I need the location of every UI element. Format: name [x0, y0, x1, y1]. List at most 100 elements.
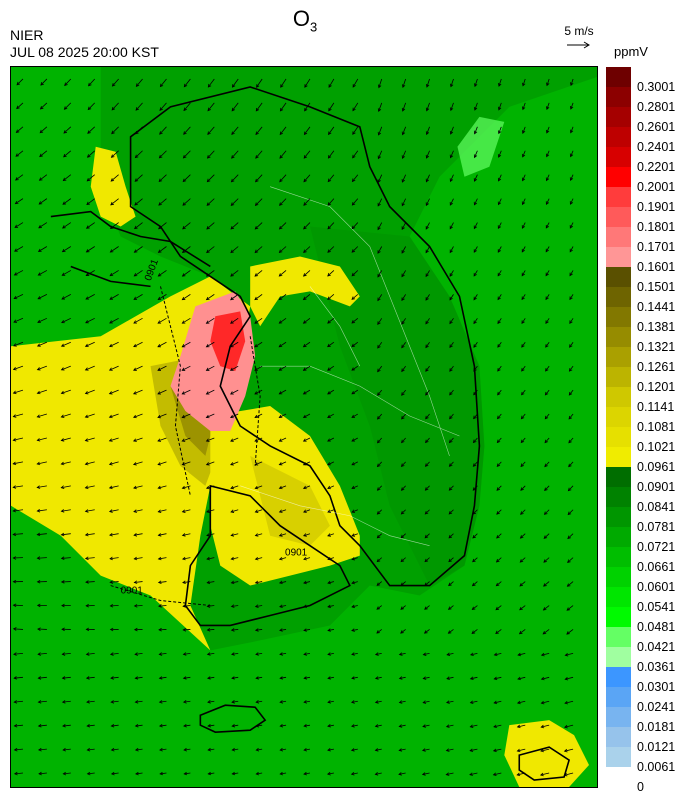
wind-arrow: [496, 581, 502, 587]
wind-arrowhead: [377, 179, 381, 184]
wind-arrow: [85, 413, 95, 418]
wind-arrow: [110, 198, 119, 206]
wind-arrow: [498, 150, 502, 158]
wind-arrow: [450, 78, 454, 87]
wind-arrowhead: [493, 724, 497, 729]
wind-arrow: [472, 509, 478, 515]
wind-arrow: [544, 437, 550, 443]
colorbar: [606, 67, 631, 767]
wind-arrow: [279, 413, 287, 418]
wind-arrow: [109, 389, 119, 395]
wind-arrow: [450, 174, 454, 182]
wind-arrowhead: [374, 724, 379, 728]
wind-arrowhead: [569, 320, 573, 324]
wind-arrow: [472, 557, 478, 563]
wind-arrowhead: [564, 652, 569, 657]
wind-arrowhead: [398, 652, 403, 656]
wind-arrowhead: [12, 532, 17, 537]
wind-arrowhead: [61, 319, 65, 324]
wind-arrowhead: [111, 130, 115, 135]
wind-arrow: [517, 724, 526, 728]
wind-arrow: [496, 509, 502, 515]
wind-arrowhead: [37, 724, 42, 728]
wind-arrow: [14, 294, 24, 299]
colorbar-swatch: [606, 147, 631, 168]
ozone-map: 0901 0901 0901: [10, 66, 598, 788]
wind-arrowhead: [280, 84, 284, 88]
wind-arrowhead: [545, 248, 549, 253]
wind-arrowhead: [568, 463, 572, 468]
wind-arrowhead: [398, 748, 403, 752]
wind-arrow: [158, 485, 167, 489]
wind-arrow: [498, 126, 502, 134]
wind-arrowhead: [254, 367, 258, 371]
wind-arrowhead: [544, 439, 549, 444]
colorbar-tick-label: 0.0541: [637, 600, 676, 614]
wind-arrowhead: [540, 700, 545, 705]
wind-arrow: [519, 605, 526, 611]
wind-arrow: [135, 652, 143, 655]
wind-arrowhead: [231, 155, 235, 159]
wind-arrow: [207, 102, 215, 111]
colorbar-tick-label: 0.1321: [637, 340, 676, 354]
wind-arrow: [157, 461, 167, 465]
wind-arrowhead: [60, 532, 65, 537]
wind-arrowhead: [327, 747, 331, 752]
wind-arrowhead: [37, 248, 42, 252]
wind-arrowhead: [545, 201, 550, 205]
wind-arrow: [327, 461, 335, 466]
wind-arrowhead: [182, 604, 187, 608]
wind-arrow: [303, 629, 311, 631]
wind-arrowhead: [425, 415, 429, 420]
wind-arrowhead: [12, 414, 17, 418]
wind-arrow: [449, 485, 454, 491]
wind-arrow: [424, 557, 430, 562]
wind-arrow: [377, 150, 383, 159]
wind-arrow: [377, 222, 383, 230]
wind-arrow: [303, 222, 311, 230]
wind-arrowhead: [304, 107, 308, 112]
wind-arrow: [401, 270, 406, 277]
wind-arrow: [231, 557, 239, 560]
wind-arrowhead: [38, 224, 42, 229]
wind-arrow: [182, 389, 191, 395]
wind-arrowhead: [303, 155, 308, 159]
wind-arrow: [87, 102, 96, 110]
wind-arrowhead: [328, 84, 332, 88]
colorbar-tick-label: 0.0601: [637, 580, 676, 594]
wind-arrowhead: [182, 700, 187, 704]
wind-arrow: [61, 389, 71, 394]
wind-arrowhead: [545, 320, 549, 324]
wind-arrowhead: [540, 676, 545, 681]
wind-arrowhead: [422, 724, 426, 728]
wind-arrowhead: [497, 320, 501, 325]
wind-arrowhead: [569, 105, 574, 110]
wind-arrow: [327, 437, 335, 442]
wind-arrowhead: [205, 462, 210, 466]
wind-arrow: [471, 629, 478, 634]
wind-arrow: [401, 509, 406, 515]
wind-arrowhead: [278, 343, 283, 348]
wind-arrowhead: [447, 606, 452, 610]
northwest-coastline: [50, 210, 211, 288]
wind-arrowhead: [206, 556, 211, 561]
wind-arrowhead: [278, 414, 283, 419]
wind-arrow: [109, 437, 119, 442]
colorbar-swatch: [606, 547, 631, 568]
wind-arrowhead: [351, 580, 356, 585]
wind-arrow: [377, 389, 383, 396]
wind-arrowhead: [108, 485, 113, 490]
wind-arrow: [255, 581, 263, 584]
wind-arrowhead: [545, 272, 549, 277]
colorbar-swatch: [606, 247, 631, 268]
wind-arrow: [279, 629, 287, 631]
wind-arrowhead: [110, 747, 115, 752]
wind-arrow: [13, 413, 24, 418]
wind-arrow: [304, 700, 311, 703]
wind-arrow: [496, 533, 502, 539]
colorbar-tick-label: 0.1801: [637, 220, 676, 234]
wind-arrowhead: [400, 606, 404, 610]
wind-arrow: [136, 78, 143, 87]
wind-arrowhead: [279, 202, 283, 206]
wind-arrow: [494, 676, 502, 680]
